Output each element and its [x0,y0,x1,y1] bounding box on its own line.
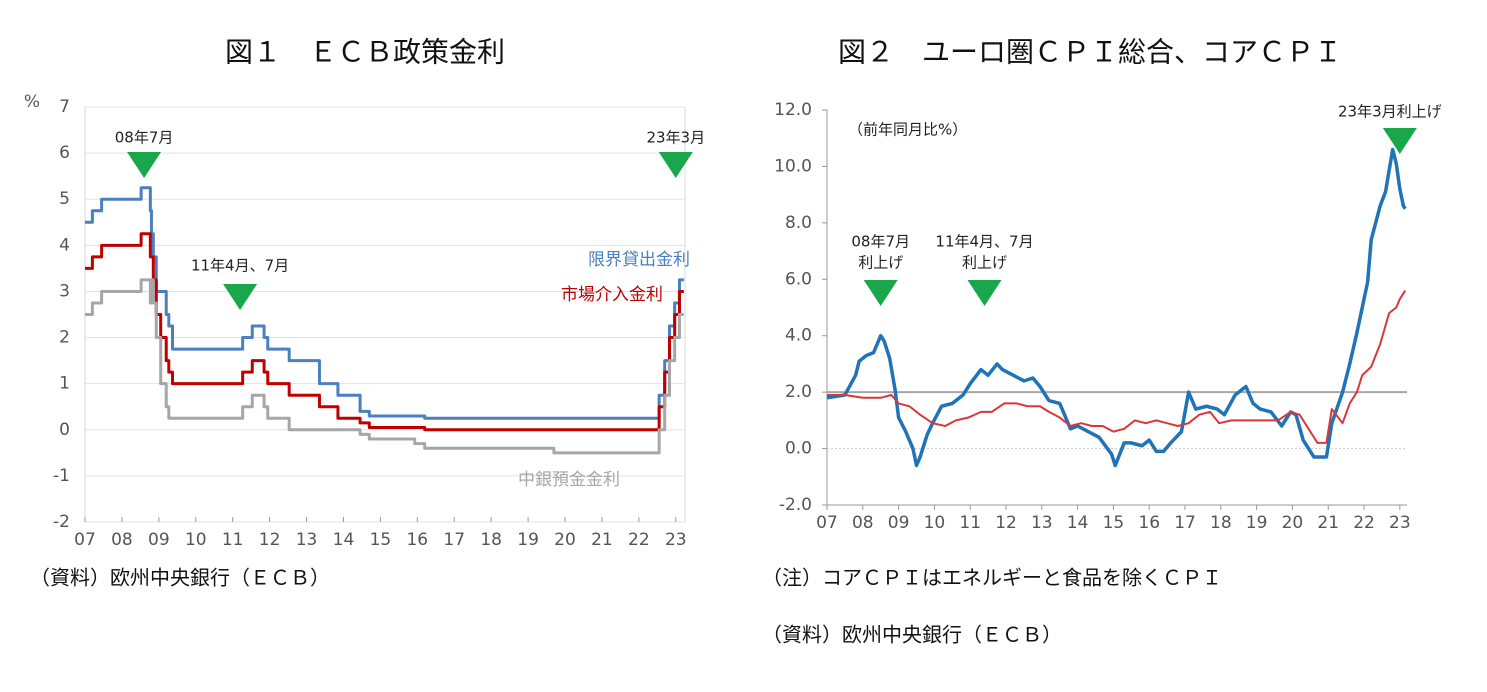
x-tick-label: 15 [370,530,392,550]
x-tick-label: 17 [443,530,465,550]
y-tick-label: 12.0 [774,100,812,120]
annotation-label: 利上げ [858,254,903,272]
series-label: 中銀預金金利 [518,470,620,490]
x-tick-label: 19 [1246,513,1268,533]
y-tick-label: -1 [53,466,70,486]
x-tick-label: 21 [591,530,613,550]
x-tick-label: 18 [480,530,502,550]
x-tick-label: 15 [1103,513,1125,533]
annotation-label: 23年3月 [646,129,705,147]
y-tick-label: 0 [59,420,70,440]
x-tick-label: 12 [995,513,1017,533]
annotation-marker [223,284,258,310]
x-tick-label: 16 [406,530,428,550]
annotation-marker [658,152,693,178]
y-tick-label: 2.0 [785,382,812,402]
annotation-marker [1382,128,1417,154]
y-tick-label: 1 [59,374,70,394]
y-tick-label: 4.0 [785,326,812,346]
annotation-label: 08年7月 [115,129,174,147]
x-tick-label: 14 [1067,513,1089,533]
source-note: （資料）欧州中央銀行（ＥＣＢ） [762,624,1062,647]
x-tick-label: 23 [665,530,687,550]
y-tick-label: 8.0 [785,213,812,233]
x-tick-label: 10 [924,513,946,533]
y-tick-label: 5 [59,189,70,209]
y-tick-label: -2.0 [779,495,812,515]
x-tick-label: 20 [1282,513,1304,533]
series-label: 市場介入金利 [561,285,663,305]
y-tick-label: 6 [59,143,70,163]
x-tick-label: 22 [1353,513,1375,533]
x-tick-label: 11 [222,530,244,550]
y-tick-label: 10.0 [774,156,812,176]
x-tick-label: 17 [1174,513,1196,533]
y-tick-label: 4 [59,235,70,255]
x-tick-label: 18 [1210,513,1232,533]
series-line [827,290,1407,444]
source-note: （注）コアＣＰＩはエネルギーと食品を除くＣＰＩ [762,567,1222,590]
x-tick-label: 16 [1138,513,1160,533]
annotation-marker [967,280,1002,306]
annotation-marker [127,152,162,178]
series-line [826,147,1407,468]
annotation-marker [863,280,898,306]
y-tick-label: 3 [59,281,70,301]
x-tick-label: 08 [852,513,874,533]
y-tick-label: 7 [59,97,70,117]
x-tick-label: 08 [111,530,133,550]
chart-subtitle: （前年同月比%） [848,121,967,139]
source-note: （資料）欧州中央銀行（ＥＣＢ） [30,567,330,590]
y-tick-label: -2 [53,512,70,532]
chart-title: 図１ ＥＣＢ政策金利 [225,36,505,68]
x-tick-label: 20 [554,530,576,550]
chart-title: 図２ ユーロ圏ＣＰＩ総合、コアＣＰＩ [838,36,1342,68]
plot-frame [84,106,686,523]
annotation-label: 利上げ [962,254,1007,272]
x-tick-label: 11 [959,513,981,533]
x-tick-label: 19 [517,530,539,550]
annotation-label: 11年4月、7月 [935,233,1033,251]
series-line [85,186,684,420]
series-line [85,232,684,432]
x-tick-label: 13 [296,530,318,550]
annotation-label: 08年7月 [851,233,910,251]
annotation-label: 23年3月利上げ [1338,103,1442,121]
series-label: 限界貸出金利 [588,250,690,270]
y-tick-label: 2 [59,328,70,348]
x-tick-label: 09 [148,530,170,550]
x-tick-label: 07 [816,513,838,533]
y-unit: % [24,92,40,112]
x-tick-label: 10 [185,530,207,550]
x-tick-label: 21 [1317,513,1339,533]
x-tick-label: 23 [1389,513,1411,533]
y-tick-label: 6.0 [785,269,812,289]
x-tick-label: 09 [888,513,910,533]
x-tick-label: 13 [1031,513,1053,533]
series-line [85,278,684,455]
x-tick-label: 22 [628,530,650,550]
y-tick-label: 0.0 [785,439,812,459]
annotation-label: 11年4月、7月 [191,257,289,275]
x-tick-label: 14 [333,530,355,550]
x-tick-label: 12 [259,530,281,550]
x-tick-label: 07 [74,530,96,550]
